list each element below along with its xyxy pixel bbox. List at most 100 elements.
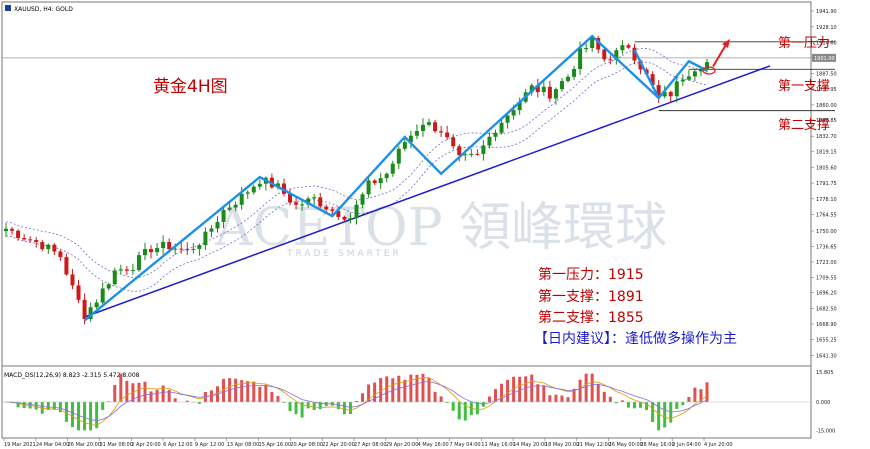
time-tick-label: 21 May 12:00 xyxy=(577,442,611,448)
candle-body xyxy=(161,241,166,249)
macd-bar xyxy=(300,402,304,418)
macd-tick-label: -15.000 xyxy=(816,428,835,434)
macd-bar xyxy=(34,402,38,410)
macd-bar xyxy=(234,378,238,402)
macd-bar xyxy=(596,383,600,402)
time-tick-label: 4 May 16:00 xyxy=(418,442,449,448)
candle-body xyxy=(414,131,419,136)
candle-body xyxy=(34,240,39,243)
macd-bar xyxy=(590,373,594,402)
candle-body xyxy=(354,204,359,219)
candle-body xyxy=(505,115,510,123)
time-tick-label: 6 Apr 12:00 xyxy=(163,442,192,448)
support-trendline xyxy=(84,65,771,318)
macd-bar xyxy=(433,391,437,402)
wave-leg xyxy=(633,49,660,99)
macd-bar xyxy=(173,398,177,402)
macd-bar xyxy=(584,373,588,402)
candle-body xyxy=(590,37,595,49)
candle-body xyxy=(112,270,117,285)
macd-bar xyxy=(155,389,159,402)
price-tick-label: 1928.10 xyxy=(816,25,837,31)
time-tick-label: 26 Mar 20:00 xyxy=(68,442,101,448)
candle-body xyxy=(475,153,480,155)
macd-bar xyxy=(191,402,195,403)
candle-body xyxy=(64,257,69,275)
macd-bar xyxy=(645,402,649,411)
time-tick-label: 9 Apr 12:00 xyxy=(195,442,224,448)
macd-bar xyxy=(294,402,298,415)
macd-bar xyxy=(560,395,564,402)
candle-body xyxy=(638,60,643,70)
candle-body xyxy=(167,241,172,250)
macd-bar xyxy=(246,381,250,402)
candle-body xyxy=(312,197,317,199)
price-tick-label: 1750.00 xyxy=(816,229,837,235)
candle-body xyxy=(445,132,450,138)
time-tick-label: 22 Apr 20:00 xyxy=(322,442,355,448)
price-tick-label: 1736.65 xyxy=(816,244,837,250)
candle-body xyxy=(155,248,160,253)
time-tick-label: 2 Jun 04:00 xyxy=(672,442,701,448)
candle-body xyxy=(185,249,190,251)
candle-body xyxy=(16,230,21,239)
macd-main-line xyxy=(5,381,708,422)
candle-body xyxy=(578,48,583,70)
candle-body xyxy=(547,86,552,99)
price-tick-label: 1655.25 xyxy=(816,338,837,344)
candle-body xyxy=(94,302,99,308)
macd-bar xyxy=(578,379,582,402)
watermark-tagline: TRADE SMARTER xyxy=(286,249,402,259)
candle-body xyxy=(632,47,637,61)
candle-body xyxy=(106,284,111,289)
candle-body xyxy=(408,135,413,143)
candle-body xyxy=(396,148,401,164)
price-tick-label: 1764.55 xyxy=(816,212,837,218)
price-tick-label: 1873.95 xyxy=(816,87,837,93)
macd-bar xyxy=(16,402,20,408)
time-tick-label: 7 May 04:00 xyxy=(449,442,480,448)
time-tick-label: 11 May 16:00 xyxy=(481,442,515,448)
annotation-block: 第一压力：1915 第一支撑：1891 第二支撑：1855 【日内建议】：逢低做… xyxy=(534,266,737,347)
macd-bar xyxy=(500,383,504,402)
candle-body xyxy=(173,248,178,250)
candle-body xyxy=(227,207,232,210)
macd-bar xyxy=(632,402,636,409)
macd-bar xyxy=(143,381,147,402)
macd-bar xyxy=(125,380,129,402)
macd-bar xyxy=(348,402,352,415)
candle-body xyxy=(40,242,45,250)
candle-body xyxy=(511,110,516,116)
time-tick-label: 26 May 00:00 xyxy=(609,442,643,448)
macd-bar xyxy=(342,402,346,415)
candle-body xyxy=(239,193,244,205)
symbol-icon xyxy=(5,5,11,11)
watermark: ACETOP 領峰環球 TRADE SMARTER xyxy=(214,198,667,259)
current-price-value: 1901.00 xyxy=(814,56,835,62)
macd-bar xyxy=(64,402,68,422)
macd-bar xyxy=(639,402,643,408)
macd-bar xyxy=(258,386,262,402)
macd-bar xyxy=(572,388,576,402)
candle-body xyxy=(620,45,625,51)
macd-bar xyxy=(77,402,81,431)
candle-body xyxy=(88,307,93,320)
macd-bar xyxy=(681,402,685,406)
macd-bar xyxy=(705,382,709,402)
price-tick-label: 1696.20 xyxy=(816,291,837,297)
candle-body xyxy=(124,269,129,271)
macd-bar xyxy=(626,402,630,408)
candle-body xyxy=(336,210,341,217)
price-tick-label: 1709.55 xyxy=(816,275,837,281)
macd-bar xyxy=(70,402,74,428)
candle-body xyxy=(130,270,135,272)
watermark-brand: ACETOP 領峰環球 xyxy=(214,198,667,258)
time-tick-label: 14 May 20:00 xyxy=(513,442,547,448)
macd-bar xyxy=(518,376,522,402)
time-tick-label: 27 Apr 08:00 xyxy=(354,442,387,448)
macd-label: MACD_DS(12,26,9) 8.823 -2.315 5.472 8.00… xyxy=(4,372,140,379)
candle-body xyxy=(487,136,492,146)
candle-body xyxy=(288,193,293,203)
time-tick-label: 4 Jun 20:00 xyxy=(704,442,733,448)
macd-bar xyxy=(137,382,141,402)
